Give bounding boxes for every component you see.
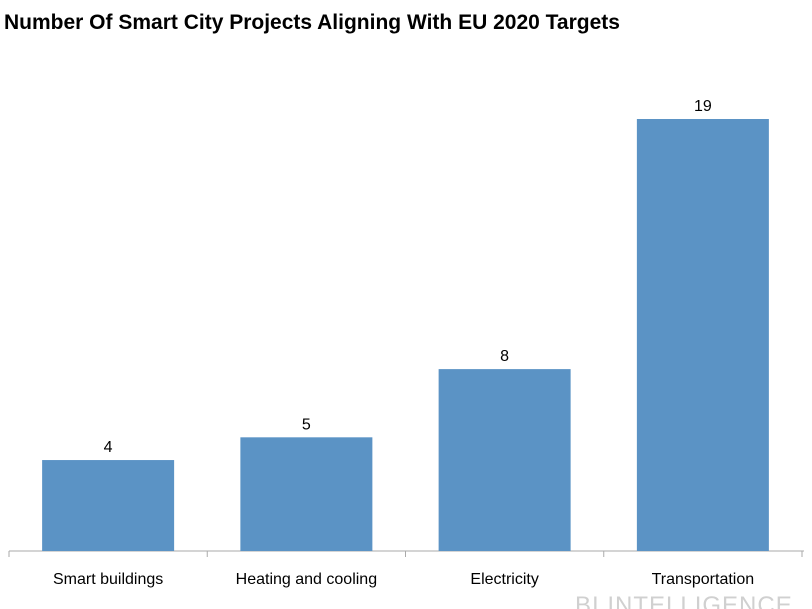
bar <box>636 119 769 551</box>
x-tick-label: Electricity <box>470 571 538 588</box>
chart-title: Number Of Smart City Projects Aligning W… <box>4 11 620 34</box>
bar <box>438 369 571 551</box>
x-tick-label: Smart buildings <box>53 571 163 588</box>
value-label: 19 <box>694 98 712 115</box>
value-label: 5 <box>302 416 311 433</box>
x-tick-label: Heating and cooling <box>236 571 377 588</box>
x-tick-label: Transportation <box>652 571 755 588</box>
watermark: BI INTELLIGENCE <box>575 592 793 609</box>
bar <box>42 460 175 551</box>
value-label: 8 <box>500 348 509 365</box>
bar <box>240 437 373 551</box>
value-label: 4 <box>104 439 113 456</box>
